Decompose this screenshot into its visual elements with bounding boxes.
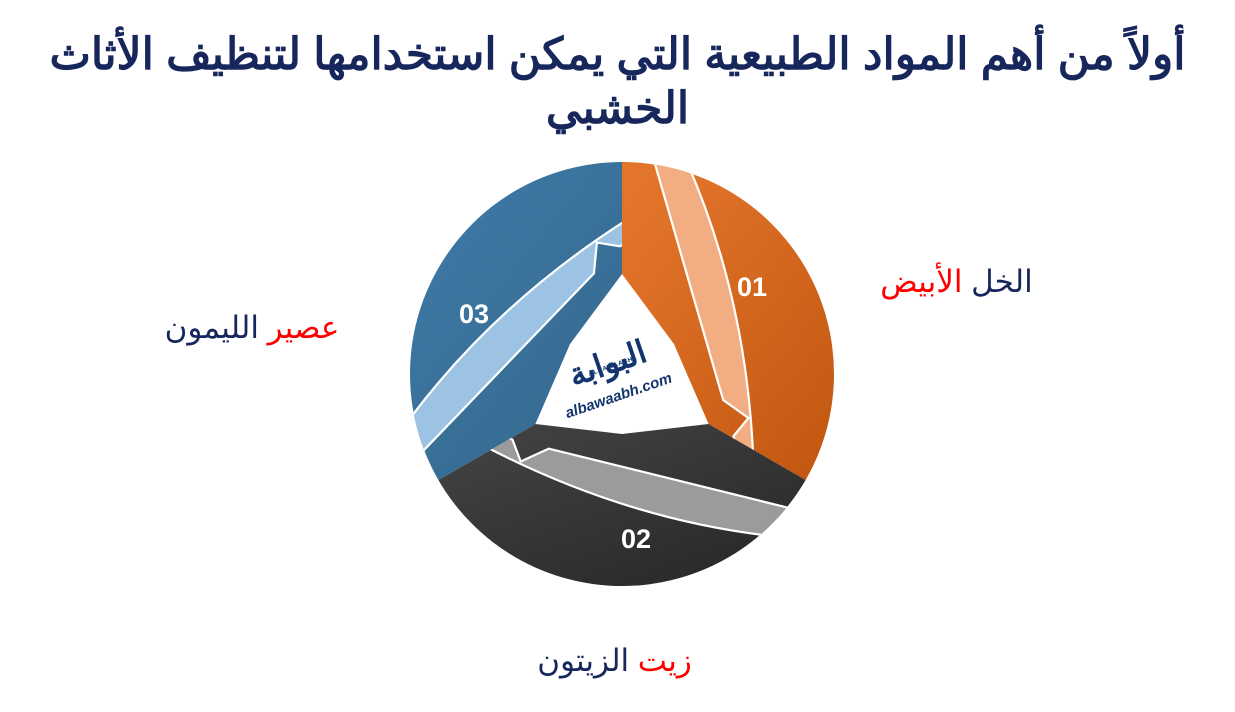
svg-text:02: 02 <box>621 524 651 554</box>
svg-text:01: 01 <box>737 272 767 302</box>
svg-text:03: 03 <box>459 299 489 329</box>
